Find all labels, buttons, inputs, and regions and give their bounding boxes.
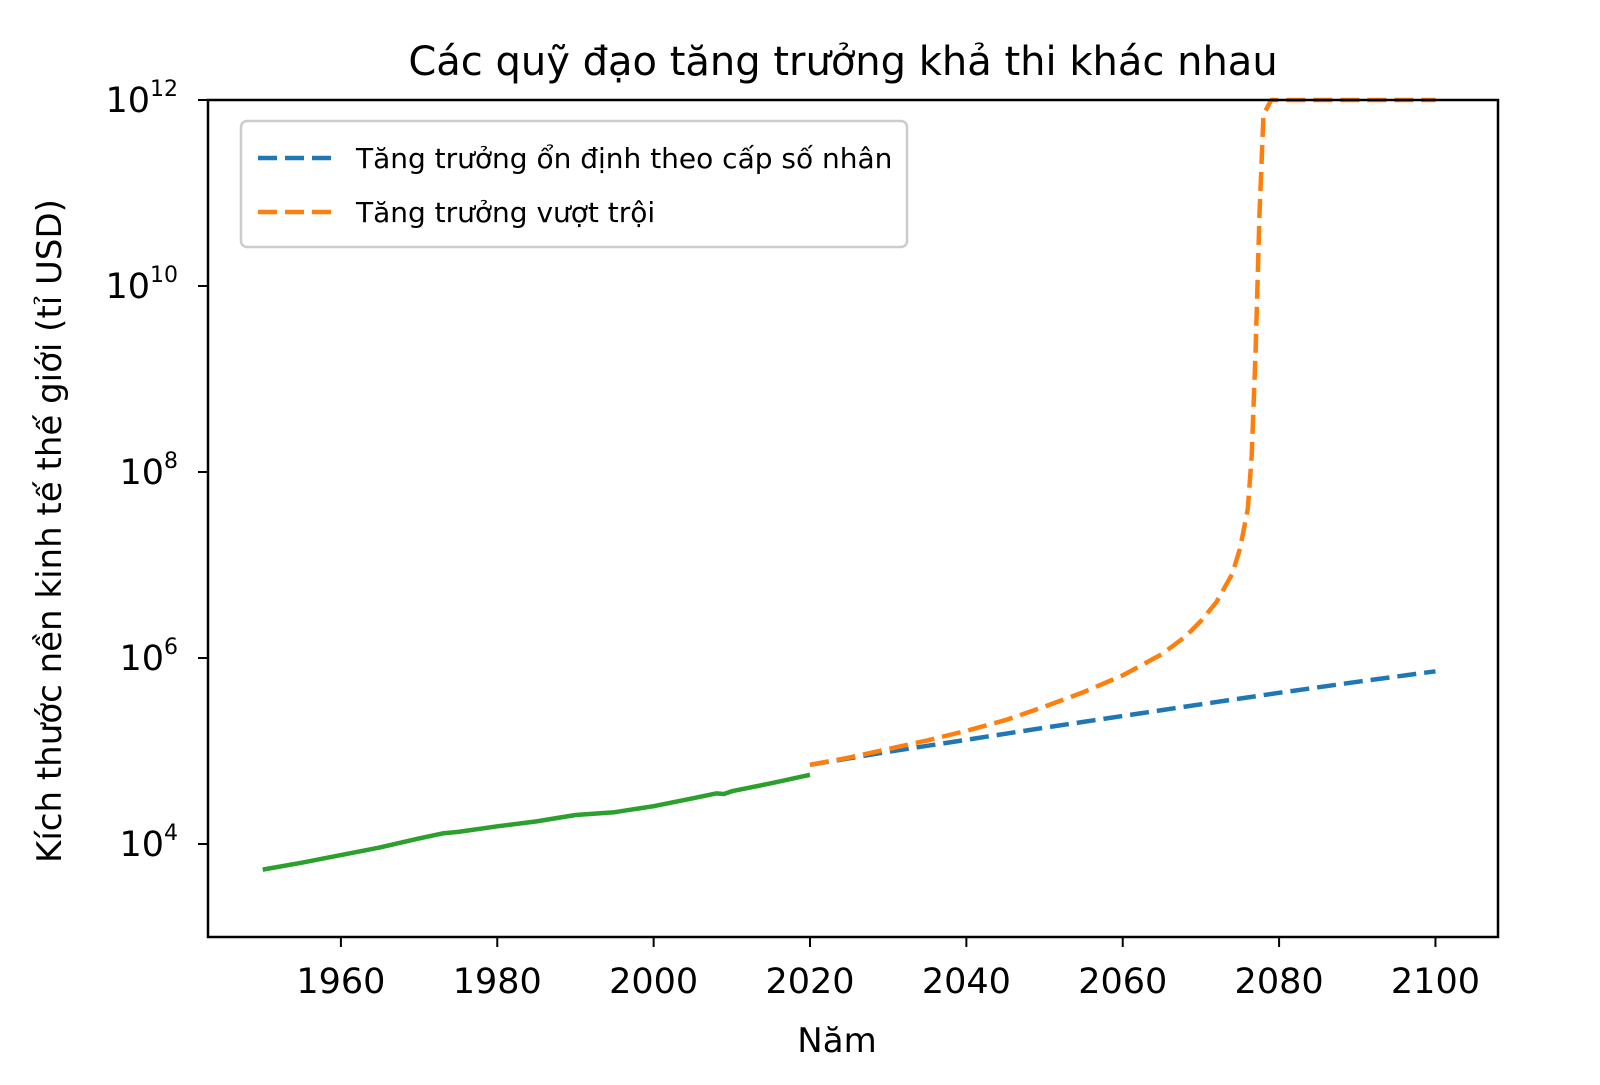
legend-label: Tăng trưởng ổn định theo cấp số nhân [355,142,892,175]
chart-title: Các quỹ đạo tăng trưởng khả thi khác nha… [408,39,1277,85]
legend-label: Tăng trưởng vượt trội [355,196,655,229]
y-tick-label: 1012 [105,77,178,121]
x-tick-label: 2020 [765,962,854,1002]
series-line-0 [809,669,1436,768]
plot-frame [206,98,1500,939]
series-line-2 [262,772,811,872]
ticks-layer: 1960 1980 2000 2020 2040 2060 2080 2100 104 106 10… [105,77,1480,1002]
x-axis-label: Năm [797,1021,876,1061]
y-tick-label: 1010 [105,263,178,307]
x-tick-label: 2060 [1078,962,1167,1002]
y-tick-label: 106 [119,635,178,679]
x-tick-label: 1960 [296,962,385,1002]
x-tick-label: 1980 [453,962,542,1002]
x-tick-label: 2000 [609,962,698,1002]
x-tick-label: 2100 [1391,962,1480,1002]
x-tick-label: 2040 [922,962,1011,1002]
legend-box [239,119,909,249]
y-tick-label: 108 [119,449,178,493]
legend: Tăng trưởng ổn định theo cấp số nhân Tăng… [239,119,909,249]
y-tick-label: 104 [119,821,178,865]
x-tick-label: 2080 [1235,962,1324,1002]
y-axis-label: Kích thước nền kinh tế thế giới (tỉ USD) [30,199,70,863]
